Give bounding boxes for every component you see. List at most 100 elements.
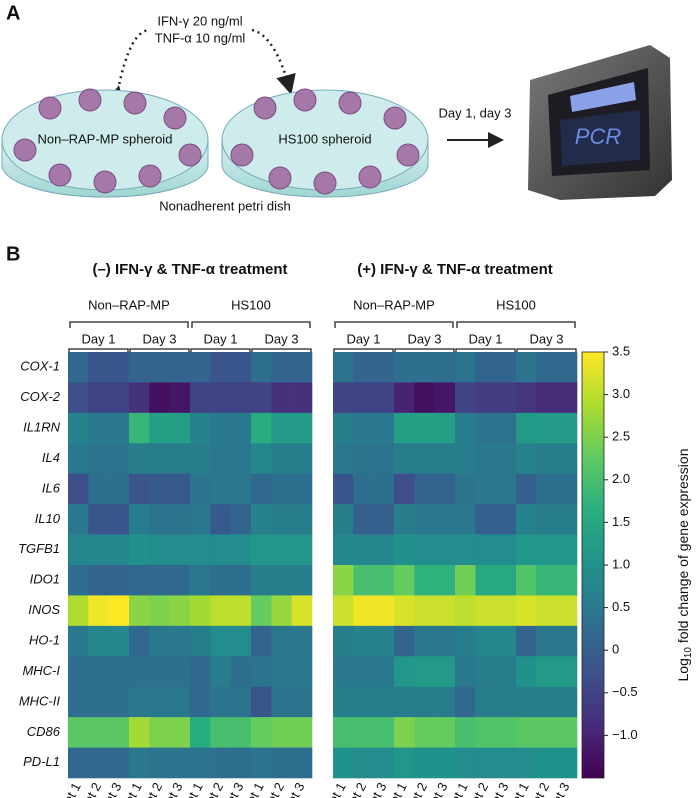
heatmap-cell [271,473,292,505]
heatmap-cell [149,565,170,596]
heatmap-cell [414,382,435,414]
heatmap-cell [475,382,496,414]
heatmap-cell [373,625,395,657]
row-label: IL6 [42,480,61,495]
timepoint-label: Day 1, day 3 [439,105,512,120]
heatmap-cell [88,656,109,688]
heatmap-cell [210,717,231,748]
heatmap-cell [495,686,517,718]
heatmap-cell [394,656,415,688]
heatmap-cell [556,686,578,718]
heatmap-cell [149,625,170,657]
heatmap-cell [353,534,374,566]
heatmap-cell [68,443,89,475]
heatmap-cell [88,565,109,596]
heatmap-cell [271,534,292,566]
heatmap-cell [88,352,109,383]
day-label: Day 1 [204,331,238,346]
heatmap-cell [108,595,130,627]
heatmap-cell [373,504,395,535]
heatmap-cell [516,625,537,657]
heatmap-cell [556,443,578,475]
heatmap-cell [68,352,89,383]
heatmap-cell [455,443,476,475]
heatmap-cell [495,595,517,627]
heatmap-cell [108,565,130,596]
heatmap-cell [291,473,313,505]
heatmap-cell [230,656,252,688]
heatmap-cell [210,473,231,505]
heatmap-cell [394,747,415,779]
heatmap-cell [556,473,578,505]
heatmap-cell [434,534,456,566]
heatmap-cell [88,686,109,718]
heatmap-cell [373,352,395,383]
heatmap-cell [475,595,496,627]
heatmap-cell [434,473,456,505]
heatmap-cell [495,473,517,505]
heatmap-cell [414,656,435,688]
heatmap-cell [475,565,496,596]
heatmap-cell [149,412,170,444]
heatmap-cell [394,352,415,383]
heatmap-cell [68,412,89,444]
heatmap-cell [516,565,537,596]
group-label: HS100 [231,297,271,312]
heatmap-cell [108,504,130,535]
heatmap-cell [149,352,170,383]
heatmap-cell [291,382,313,414]
heatmap-cell [190,686,211,718]
heatmap-cell [455,565,476,596]
heatmap-cell [353,412,374,444]
heatmap-cell [190,625,211,657]
day-bracket [68,348,129,354]
heatmap-cell [108,625,130,657]
treatment-line: IFN-γ 20 ng/ml [157,13,242,28]
heatmap-cell [353,504,374,535]
heatmap-cell [333,747,354,779]
column-label: Set 1 [56,780,83,798]
heatmap-cell [68,747,89,779]
day-bracket [190,348,251,354]
group-bracket [69,321,189,328]
colorbar-tick-label: 1.5 [612,514,630,529]
heatmap-cell [536,595,557,627]
heatmap-cell [414,717,435,748]
heatmap-cell [149,504,170,535]
heatmap-cell [108,686,130,718]
heatmap-cell [333,717,354,748]
heatmap-cell [88,717,109,748]
heatmap-cell [394,382,415,414]
heatmap-cell [291,686,313,718]
heatmap-cell [495,382,517,414]
heatmap-cell [210,382,231,414]
heatmap-cell [88,473,109,505]
heatmap-cell [536,686,557,718]
heatmap-cell [129,382,150,414]
row-label: TGFB1 [18,541,60,556]
heatmap-cell [394,565,415,596]
heatmap-cell [210,443,231,475]
heatmap-cell [108,412,130,444]
day-label: Day 1 [347,331,381,346]
heatmap-cell [210,504,231,535]
heatmap-cell [333,656,354,688]
heatmap-cell [475,504,496,535]
colorbar-tick-label: −1.0 [612,727,638,742]
heatmap-cell [108,352,130,383]
heatmap-cell [68,565,89,596]
heatmap-cell [353,656,374,688]
heatmap-cell [210,565,231,596]
heatmap-cell [251,534,272,566]
heatmap-cell [434,595,456,627]
heatmap-cell [291,412,313,444]
colorbar-tick-label: −0.5 [612,684,638,699]
heatmap-cell [556,717,578,748]
heatmap-cell [373,717,395,748]
heatmap-cell [230,747,252,779]
heatmap-cell [455,717,476,748]
heatmap-cell [190,443,211,475]
group-label: Non–RAP-MP [88,297,170,312]
heatmap-cell [149,534,170,566]
row-label: IL1RN [23,420,60,435]
